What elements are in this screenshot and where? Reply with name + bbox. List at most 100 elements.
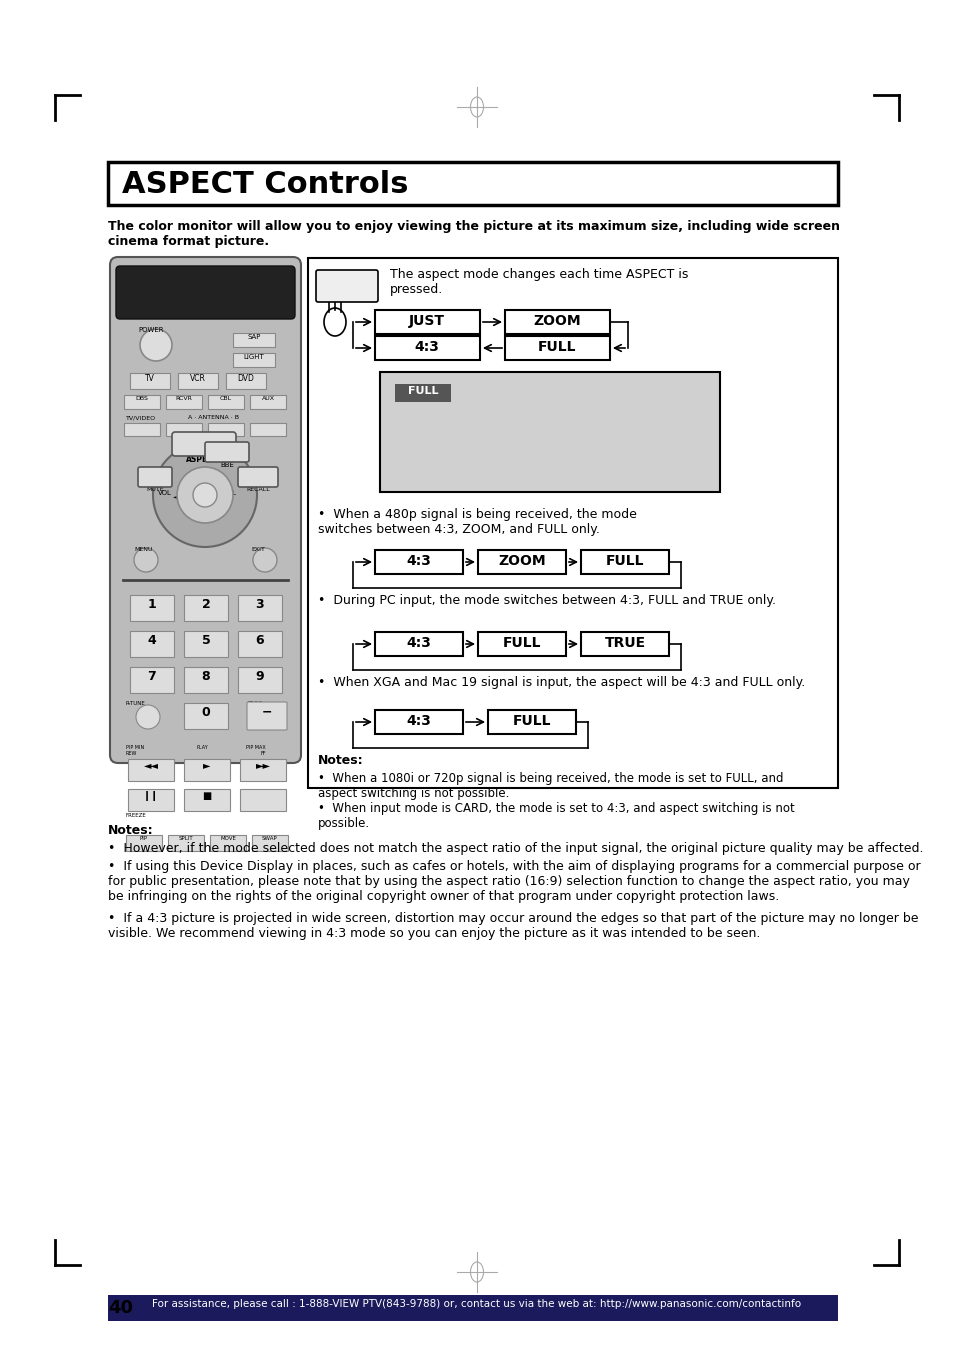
Circle shape [193, 484, 216, 507]
Bar [375, 336, 479, 359]
Text: VCR: VCR [190, 374, 206, 382]
Text: ■: ■ [202, 790, 212, 801]
Text: ASPECT Controls: ASPECT Controls [122, 170, 408, 199]
Circle shape [133, 549, 158, 571]
Text: 7: 7 [148, 670, 156, 684]
Bar [250, 423, 286, 436]
Bar [477, 550, 565, 574]
Text: ◄: ◄ [173, 490, 180, 501]
Text: FULL: FULL [537, 340, 576, 354]
Text: For assistance, please call : 1-888-VIEW PTV(843-9788) or, contact us via the we: For assistance, please call : 1-888-VIEW… [152, 1300, 801, 1309]
Text: 40: 40 [108, 1300, 132, 1317]
Text: ZOOM: ZOOM [497, 554, 545, 567]
Text: SAP: SAP [247, 334, 260, 340]
Text: VOL: VOL [223, 490, 236, 496]
Text: •  However, if the mode selected does not match the aspect ratio of the input si: • However, if the mode selected does not… [108, 842, 923, 855]
Bar [166, 394, 202, 409]
Text: SPLIT: SPLIT [178, 836, 193, 842]
Text: •  When input mode is CARD, the mode is set to 4:3, and aspect switching is not
: • When input mode is CARD, the mode is s… [317, 802, 794, 830]
Bar [375, 711, 462, 734]
Text: 5: 5 [201, 634, 211, 647]
Bar [580, 632, 668, 657]
Bar [210, 835, 246, 851]
Text: OK: OK [198, 490, 211, 500]
Circle shape [177, 467, 233, 523]
Bar [184, 759, 230, 781]
Bar [130, 594, 173, 621]
FancyBboxPatch shape [110, 257, 301, 763]
Bar [184, 594, 228, 621]
FancyBboxPatch shape [138, 467, 172, 486]
FancyBboxPatch shape [116, 266, 294, 319]
Bar [130, 667, 173, 693]
FancyBboxPatch shape [315, 270, 377, 303]
Text: AUX: AUX [261, 396, 274, 401]
Text: CH: CH [194, 509, 205, 515]
Bar [477, 632, 565, 657]
Bar [375, 309, 479, 334]
Bar [375, 550, 462, 574]
Bar [250, 394, 286, 409]
Bar [237, 594, 282, 621]
Text: TRUE: TRUE [604, 636, 645, 650]
Text: 2: 2 [201, 598, 211, 611]
Text: RCVR: RCVR [175, 396, 193, 401]
Bar [208, 423, 244, 436]
Bar [504, 309, 609, 334]
Text: FULL: FULL [512, 713, 551, 728]
Text: 9: 9 [255, 670, 264, 684]
Text: FREEZE: FREEZE [126, 813, 147, 817]
Text: ZOOM: ZOOM [533, 313, 580, 328]
Bar [208, 394, 244, 409]
Text: •  When XGA and Mac 19 signal is input, the aspect will be 4:3 and FULL only.: • When XGA and Mac 19 signal is input, t… [317, 676, 804, 689]
Text: •  When a 480p signal is being received, the mode
switches between 4:3, ZOOM, an: • When a 480p signal is being received, … [317, 508, 637, 536]
Text: ▼: ▼ [197, 505, 205, 515]
Bar [184, 789, 230, 811]
Text: 4:3: 4:3 [406, 636, 431, 650]
Text: DVD: DVD [237, 374, 254, 382]
Bar [128, 759, 173, 781]
Bar [130, 631, 173, 657]
Bar [130, 373, 170, 389]
Text: CH: CH [194, 470, 205, 476]
Text: R-TUNE: R-TUNE [126, 701, 146, 707]
Bar [237, 667, 282, 693]
Text: 4:3: 4:3 [415, 340, 439, 354]
Bar [128, 789, 173, 811]
Text: 0: 0 [201, 707, 211, 719]
Bar [233, 332, 274, 347]
Bar [124, 394, 160, 409]
Text: CBL: CBL [220, 396, 232, 401]
Text: ▲: ▲ [197, 473, 205, 484]
Text: FULL: FULL [407, 386, 437, 396]
Circle shape [152, 443, 256, 547]
Text: 3: 3 [255, 598, 264, 611]
Text: Notes:: Notes: [317, 754, 363, 767]
Text: 4:3: 4:3 [406, 554, 431, 567]
Bar [488, 711, 576, 734]
Bar [237, 631, 282, 657]
Text: ❙❙: ❙❙ [143, 790, 159, 801]
Bar [580, 550, 668, 574]
Bar [124, 423, 160, 436]
Text: 1: 1 [148, 598, 156, 611]
Text: MOVE: MOVE [220, 836, 235, 842]
Text: ◄◄: ◄◄ [143, 761, 158, 770]
Bar [375, 632, 462, 657]
Text: ASPECT: ASPECT [186, 455, 219, 463]
FancyBboxPatch shape [205, 442, 249, 462]
Text: PROG: PROG [248, 701, 263, 707]
FancyBboxPatch shape [237, 467, 277, 486]
Text: TV/VIDEO: TV/VIDEO [126, 415, 156, 420]
Bar [184, 667, 228, 693]
Text: ASPECT: ASPECT [327, 274, 366, 282]
Text: BBE: BBE [220, 462, 233, 467]
Bar [252, 835, 288, 851]
Bar [166, 423, 202, 436]
Text: 4: 4 [148, 634, 156, 647]
Text: FULL: FULL [605, 554, 643, 567]
Text: PIP: PIP [140, 836, 148, 842]
Text: FULL: FULL [502, 636, 540, 650]
Text: RECALL: RECALL [246, 486, 270, 492]
Text: The color monitor will allow you to enjoy viewing the picture at its maximum siz: The color monitor will allow you to enjo… [108, 220, 840, 249]
